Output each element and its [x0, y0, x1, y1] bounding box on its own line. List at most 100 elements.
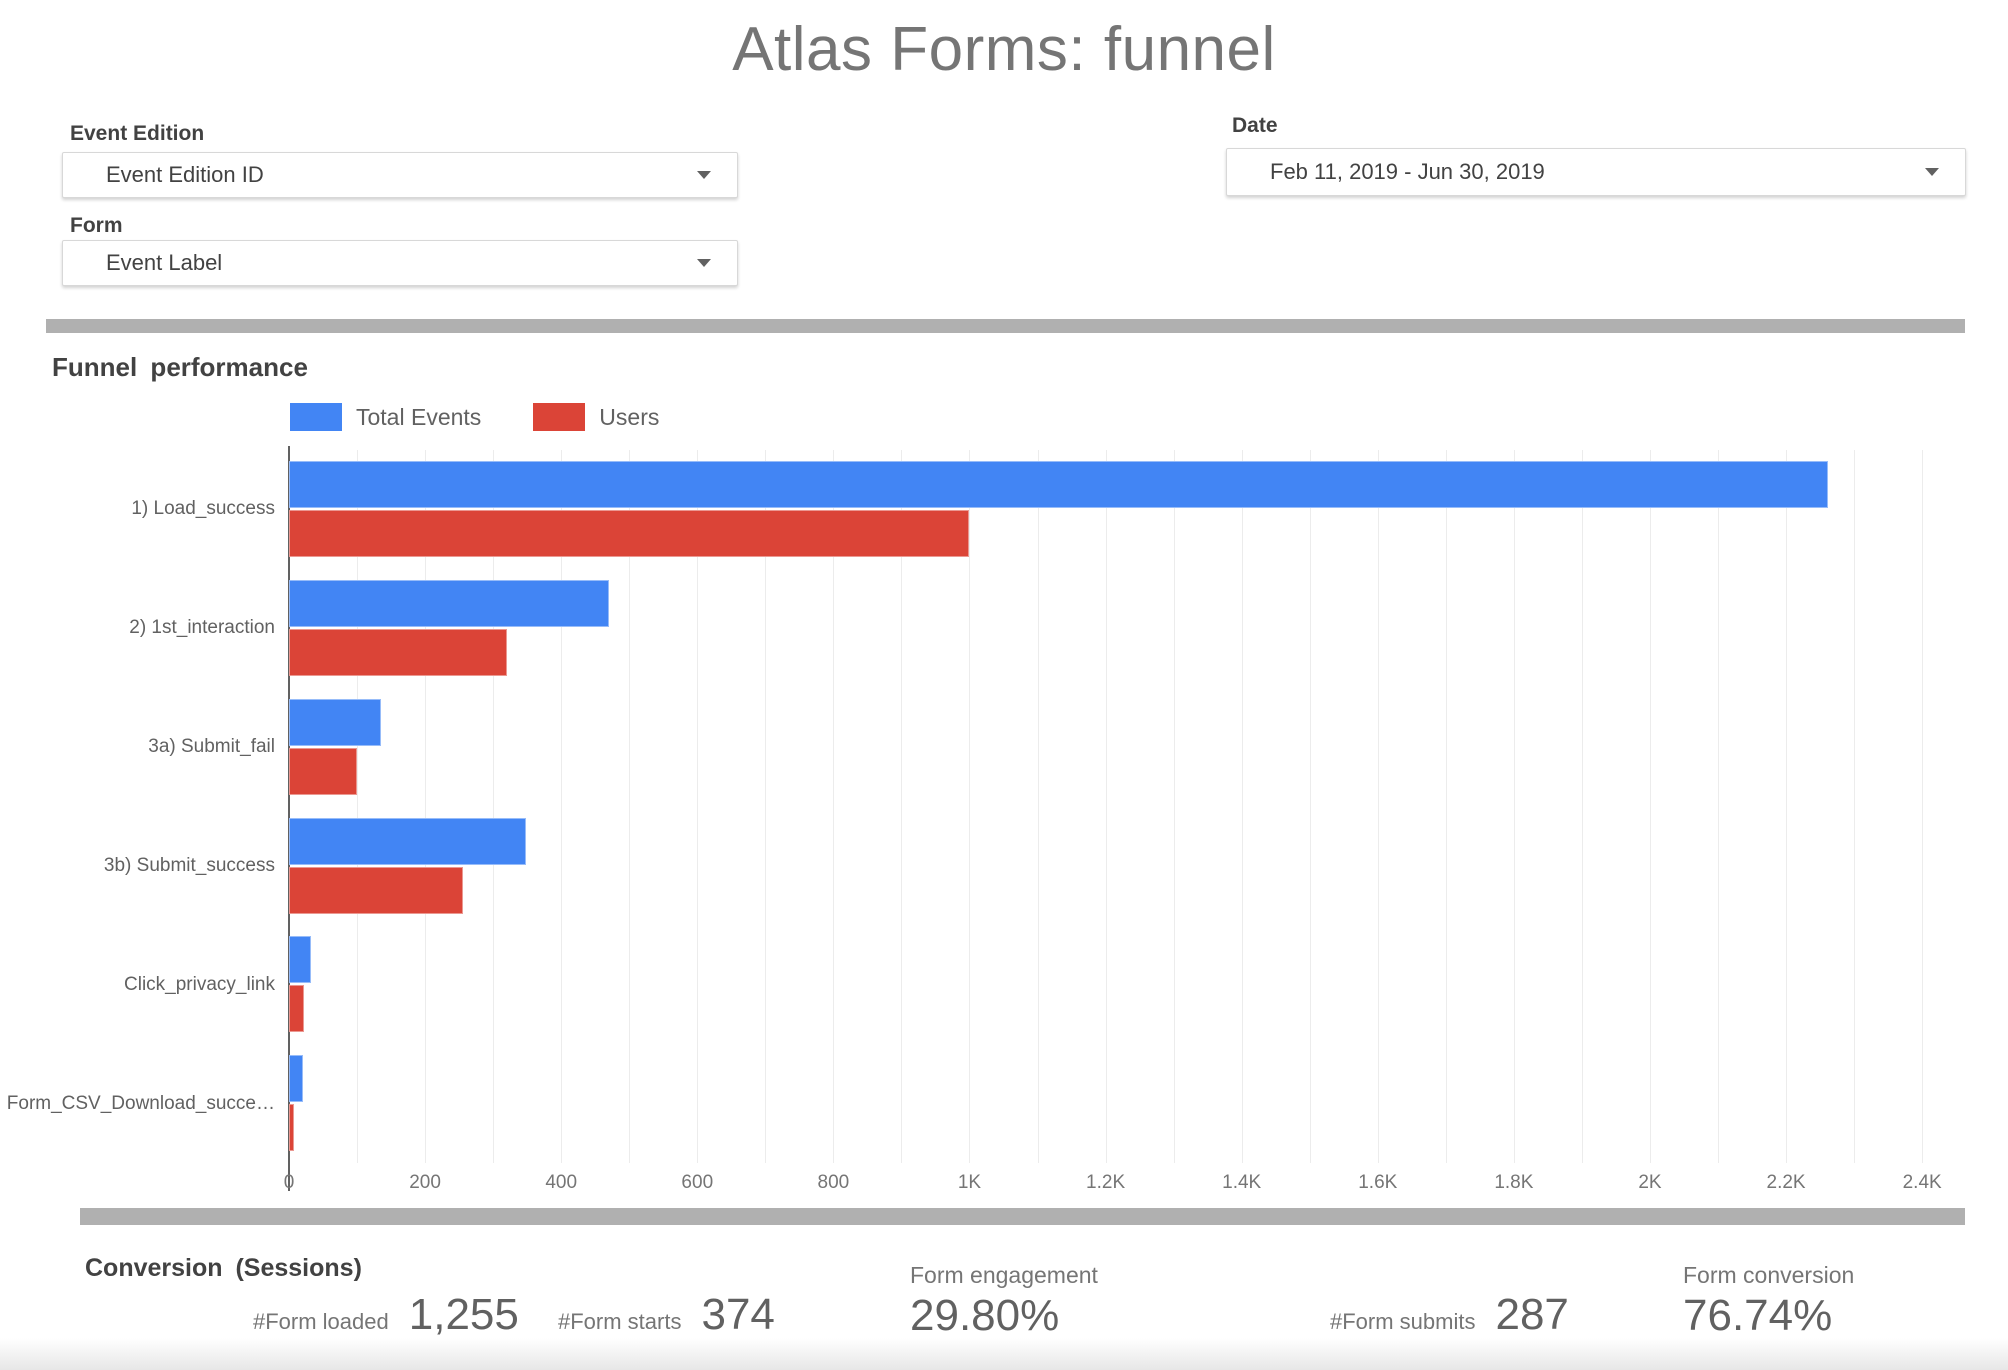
chart-heading: Funnel performance	[52, 352, 308, 382]
x-tick-label: 0	[283, 1172, 295, 1193]
date-label: Date	[1232, 114, 1278, 137]
bar-row	[289, 925, 1963, 1044]
bar-row	[289, 688, 1963, 807]
gridline	[1377, 450, 1379, 1163]
top-divider	[46, 319, 1965, 333]
x-tick-label: 800	[817, 1172, 850, 1193]
metric-form-engagement: Form engagement 29.80%	[910, 1262, 1098, 1339]
x-tick-label: 1K	[957, 1172, 982, 1193]
gridline	[1241, 450, 1243, 1163]
gridline	[1718, 450, 1720, 1163]
gridline	[1105, 450, 1107, 1163]
gridline	[765, 450, 767, 1163]
gridline	[1649, 450, 1651, 1163]
gridline	[1173, 450, 1175, 1163]
total-events-bar[interactable]	[289, 698, 381, 746]
form-conversion-value: 76.74%	[1683, 1291, 1833, 1340]
chevron-down-icon	[697, 171, 711, 179]
gridline	[1581, 450, 1583, 1163]
form-conversion-label: Form conversion	[1683, 1262, 1855, 1288]
metric-form-submits: #Form submits 287	[1330, 1290, 1569, 1339]
x-tick-label: 2.2K	[1766, 1172, 1806, 1193]
users-bar[interactable]	[289, 1104, 294, 1152]
gridline	[697, 450, 699, 1163]
gridline	[901, 450, 903, 1163]
form-loaded-label: #Form loaded	[253, 1309, 389, 1334]
date-range-dropdown[interactable]: Feb 11, 2019 - Jun 30, 2019	[1226, 148, 1966, 196]
bar-row	[289, 450, 1963, 569]
bar-row	[289, 807, 1963, 926]
total-events-bar[interactable]	[289, 461, 1829, 508]
legend-swatch	[533, 403, 586, 431]
legend-label: Users	[599, 403, 660, 430]
event-edition-dropdown[interactable]: Event Edition ID	[62, 152, 738, 198]
gridline	[1445, 450, 1447, 1163]
gridline	[357, 450, 359, 1163]
category-label: 1) Load_success	[131, 498, 275, 520]
category-label: 3b) Submit_success	[103, 854, 275, 876]
x-tick-label: 1.4K	[1222, 1172, 1262, 1193]
chevron-down-icon	[697, 259, 711, 267]
legend-label: Total Events	[356, 403, 482, 430]
category-axis: 1) Load_success 2) 1st_interaction 3a) Sub…	[6, 450, 281, 1163]
users-bar[interactable]	[289, 747, 358, 795]
category-label: 2) 1st_interaction	[129, 617, 275, 639]
page-title: Atlas Forms: funnel	[732, 15, 1276, 84]
x-tick-label: 200	[409, 1172, 441, 1193]
x-tick-label: 600	[681, 1172, 714, 1193]
bottom-fade	[0, 1338, 2008, 1370]
legend-item[interactable]: Total Events	[290, 403, 481, 431]
form-starts-value: 374	[701, 1290, 775, 1339]
date-range-value: Feb 11, 2019 - Jun 30, 2019	[1270, 159, 1545, 184]
bar-row	[289, 569, 1963, 688]
form-engagement-label: Form engagement	[910, 1262, 1098, 1288]
total-events-bar[interactable]	[289, 1055, 303, 1103]
chart-legend: Total Events Users	[290, 403, 697, 431]
x-tick-label: 400	[545, 1172, 578, 1193]
form-starts-label: #Form starts	[558, 1309, 682, 1334]
metric-form-loaded: #Form loaded 1,255	[253, 1290, 519, 1339]
metric-form-starts: #Form starts 374	[558, 1290, 775, 1339]
metric-form-conversion: Form conversion 76.74%	[1683, 1262, 1854, 1339]
gridline	[1037, 450, 1039, 1163]
form-label: Form	[70, 214, 123, 237]
gridline	[629, 450, 631, 1163]
form-submits-value: 287	[1495, 1290, 1569, 1339]
legend-item[interactable]: Users	[533, 403, 659, 431]
users-bar[interactable]	[289, 866, 464, 914]
gridline	[1854, 450, 1856, 1163]
gridline	[425, 450, 427, 1163]
total-events-bar[interactable]	[289, 579, 609, 627]
gridline	[1513, 450, 1515, 1163]
gridline	[561, 450, 563, 1163]
bar-chart-plot-area	[288, 446, 1963, 1191]
x-tick-label: 1.8K	[1494, 1172, 1534, 1193]
form-loaded-value: 1,255	[408, 1290, 519, 1339]
users-bar[interactable]	[289, 985, 304, 1033]
total-events-bar[interactable]	[289, 936, 311, 984]
chevron-down-icon	[1925, 168, 1939, 176]
x-tick-label: 1.6K	[1358, 1172, 1398, 1193]
form-value: Event Label	[106, 250, 223, 275]
total-events-bar[interactable]	[289, 817, 526, 865]
category-label: Form_CSV_Download_succe…	[6, 1092, 275, 1114]
gridline	[1309, 450, 1311, 1163]
gridline	[493, 450, 495, 1163]
legend-swatch	[290, 403, 342, 431]
form-dropdown[interactable]: Event Label	[62, 240, 738, 286]
form-submits-label: #Form submits	[1330, 1309, 1476, 1334]
users-bar[interactable]	[289, 628, 507, 676]
gridline	[969, 450, 971, 1163]
gridline	[833, 450, 835, 1163]
event-edition-label: Event Edition	[70, 122, 205, 145]
bottom-divider	[80, 1208, 1965, 1225]
users-bar[interactable]	[289, 510, 970, 557]
event-edition-value: Event Edition ID	[106, 162, 264, 187]
category-label: 3a) Submit_fail	[148, 736, 275, 758]
x-axis-ticks: 0 200 400 600 800 1K 1.2K 1.4K 1.6K 1.8K 2K 2.2K 2.4…	[284, 1172, 1963, 1202]
form-engagement-value: 29.80%	[910, 1291, 1060, 1340]
metrics-heading: Conversion (Sessions)	[85, 1254, 362, 1282]
gridline	[1786, 450, 1788, 1163]
x-tick-label: 2.4K	[1902, 1172, 1942, 1193]
